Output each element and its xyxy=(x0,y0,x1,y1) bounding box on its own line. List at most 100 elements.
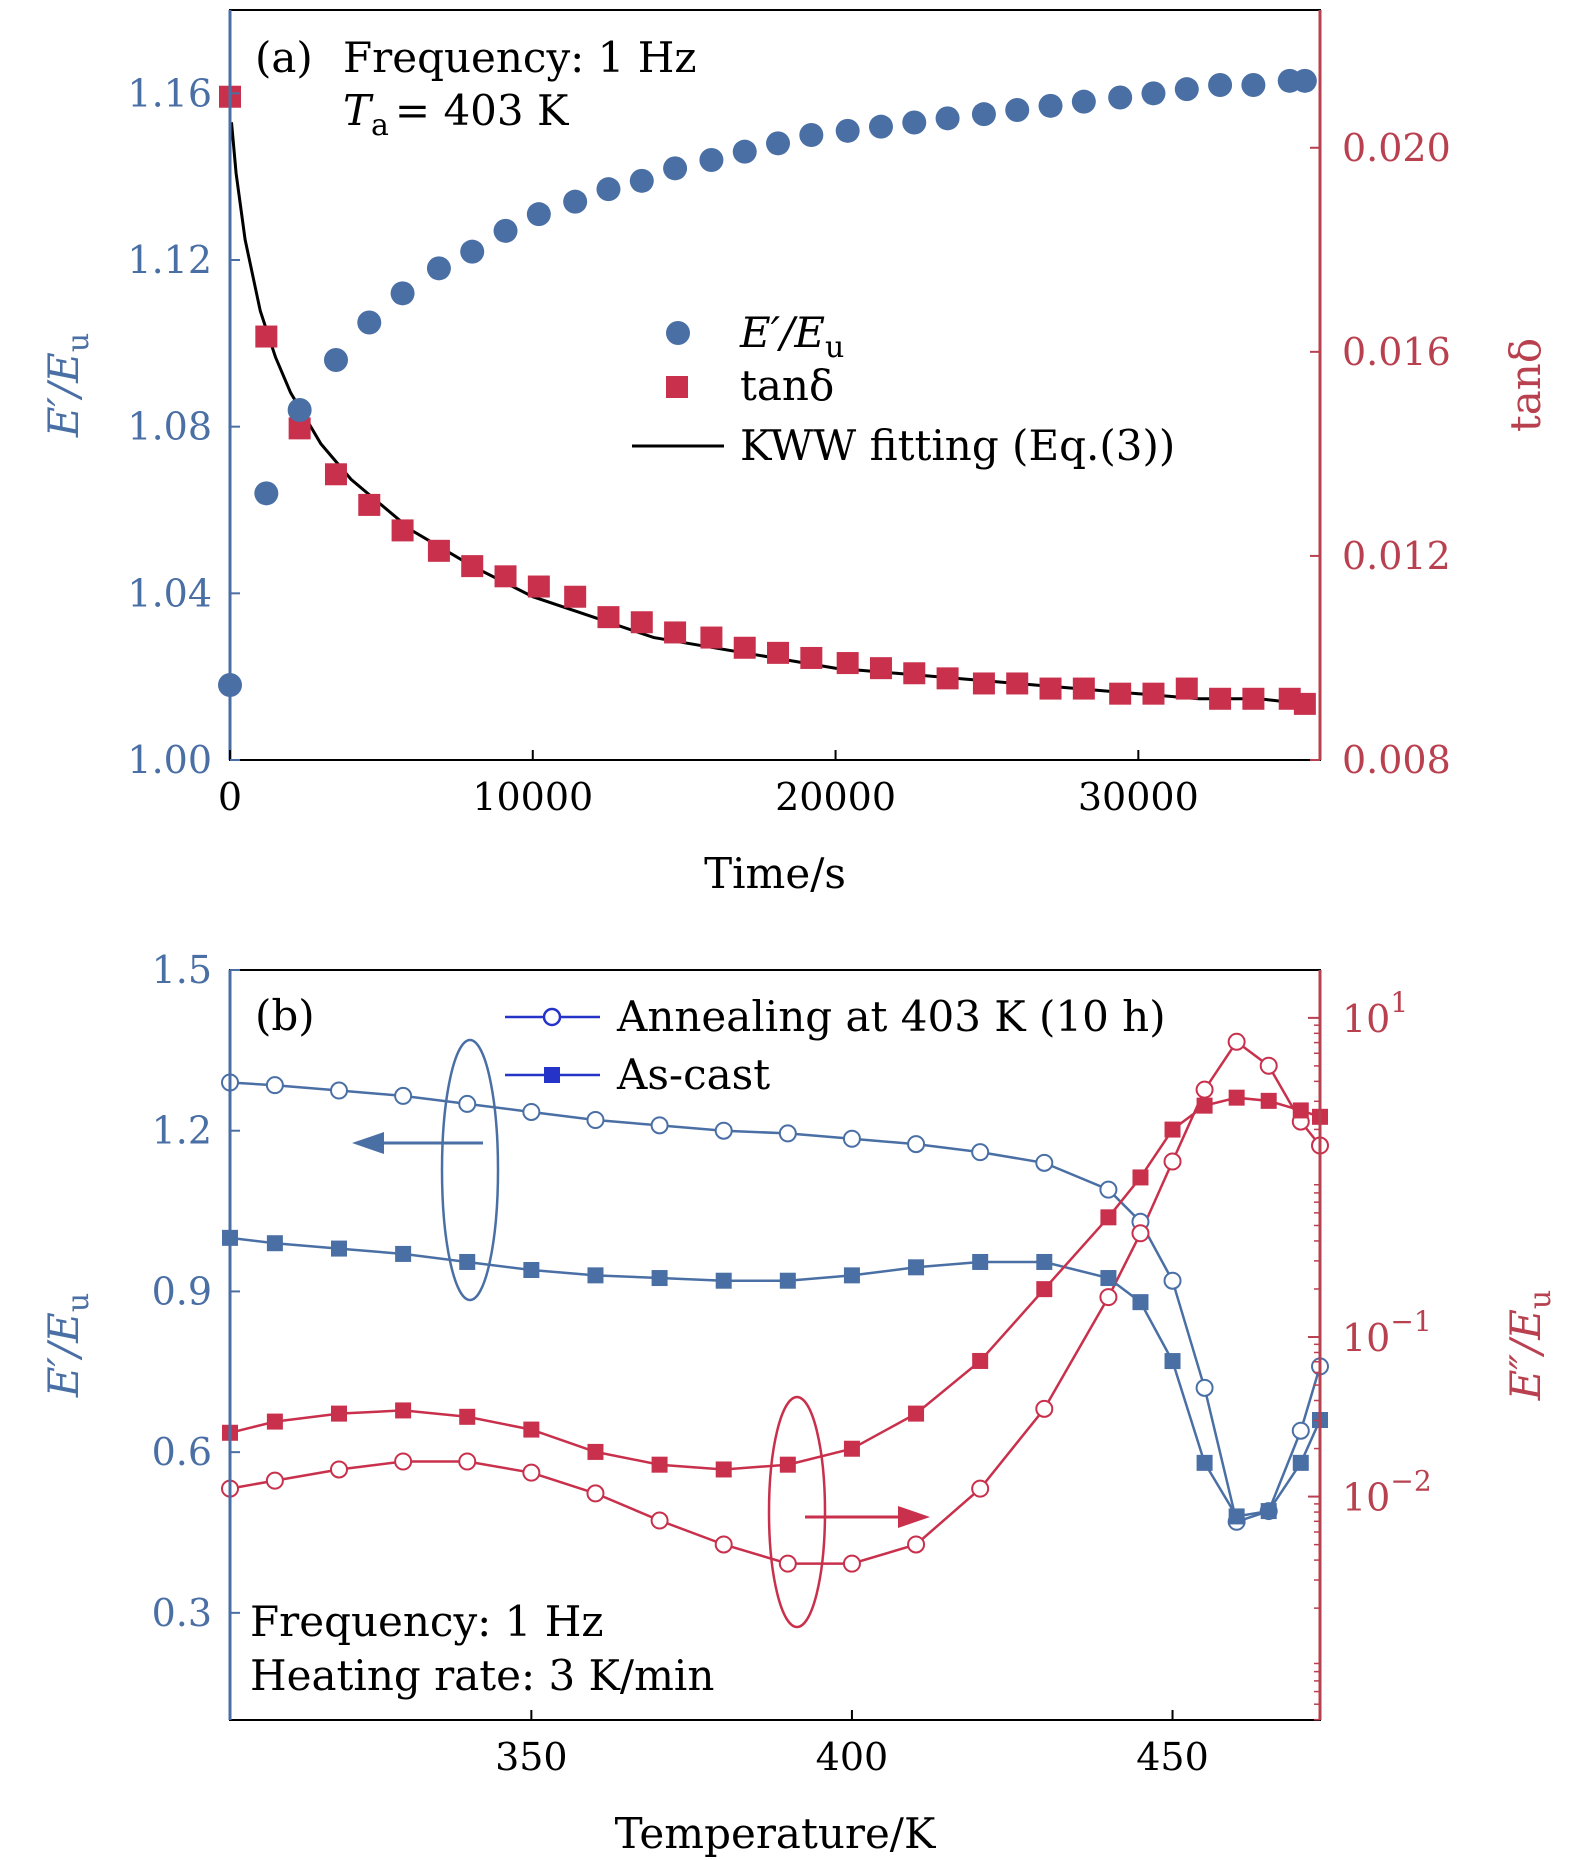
ellipse-left-group xyxy=(440,1038,500,1302)
ellipse-right-group xyxy=(767,1395,827,1629)
b-point-filled-square xyxy=(779,1272,796,1289)
b-point-open-circle xyxy=(522,1463,541,1482)
b-point-filled-square xyxy=(715,1461,732,1478)
panel-a: 0 10000 20000 30000 1.00 1.04 1.08 1.12 1.16 0.00… xyxy=(39,9,1550,898)
panel-a-xlabel: Time/s xyxy=(704,849,846,898)
b-point-filled-square xyxy=(459,1408,476,1425)
b-point-filled-square xyxy=(908,1405,925,1422)
b-point-filled-square xyxy=(459,1253,476,1270)
b-point-open-circle xyxy=(714,1535,733,1554)
b-point-open-circle xyxy=(650,1116,669,1135)
b-point-filled-square xyxy=(1228,1089,1245,1106)
b-ytick-right-label: 10−2 xyxy=(1342,1465,1432,1520)
a-tand-point xyxy=(836,652,859,675)
b-point-filled-square xyxy=(1164,1121,1181,1138)
panel-b-label: (b) xyxy=(255,991,315,1040)
panel-b-xlabel: Temperature/K xyxy=(615,1809,937,1858)
a-eprime-point xyxy=(902,110,927,135)
b-point-open-circle xyxy=(971,1143,990,1162)
b-series-line-1 xyxy=(229,1236,1322,1518)
a-ytick-right-label: 0.012 xyxy=(1342,534,1451,578)
b-point-open-circle xyxy=(842,1554,861,1573)
b-point-filled-square xyxy=(587,1443,604,1460)
a-eprime-point xyxy=(1005,98,1030,122)
a-tand-point xyxy=(358,493,381,516)
b-point-filled-square xyxy=(395,1245,412,1262)
b-point-filled-square xyxy=(779,1456,796,1473)
b-lines-layer xyxy=(229,1040,1322,1565)
a-eprime-point xyxy=(732,139,757,164)
b-point-open-circle xyxy=(1259,1056,1278,1075)
b-xtick-label: 450 xyxy=(1136,1735,1209,1779)
a-eprime-point xyxy=(868,114,893,139)
a-eprime-point xyxy=(254,481,279,506)
a-tand-point xyxy=(494,565,517,588)
a-tand-point xyxy=(1175,677,1198,700)
b-point-filled-square xyxy=(331,1240,347,1257)
a-ytick-left-label: 1.04 xyxy=(127,571,212,615)
a-tand-point xyxy=(427,539,450,562)
b-point-filled-square xyxy=(1036,1253,1053,1270)
a-tand-point xyxy=(288,417,311,440)
b-ytick-left-label: 0.9 xyxy=(152,1269,212,1313)
b-ytick-left-label: 1.2 xyxy=(152,1109,212,1153)
a-eprime-point xyxy=(1174,77,1199,102)
a-tand-point xyxy=(767,641,790,664)
b-ytick-left-label: 0.3 xyxy=(152,1591,212,1635)
a-tand-point xyxy=(597,606,620,629)
panel-b-ylabel-left: E′/Eu xyxy=(39,1293,96,1398)
b-ytick-right-label: 101 xyxy=(1342,986,1408,1041)
b-point-open-circle xyxy=(1035,1153,1054,1172)
a-eprime-point xyxy=(835,118,860,143)
b-point-filled-square xyxy=(972,1253,989,1270)
b-point-filled-square xyxy=(1164,1353,1181,1370)
a-eprime-point xyxy=(1071,89,1096,114)
a-eprime-point xyxy=(663,156,688,181)
b-point-open-circle xyxy=(1131,1224,1150,1243)
a-tand-point xyxy=(936,667,959,690)
legend-b-marker-ascast xyxy=(544,1067,560,1083)
panel-a-ylabel-left: E′/Eu xyxy=(39,333,96,438)
b-point-filled-square xyxy=(1100,1209,1117,1226)
b-point-open-circle xyxy=(586,1484,605,1503)
a-tand-point xyxy=(800,646,823,669)
b-point-filled-square xyxy=(266,1413,283,1430)
b-point-filled-square xyxy=(331,1405,347,1422)
ta-symbol: T xyxy=(343,86,374,135)
a-kww-fit-line xyxy=(230,122,1306,706)
b-point-filled-square xyxy=(523,1421,540,1438)
b-point-open-circle xyxy=(1195,1378,1214,1397)
arrow-left-head xyxy=(352,1132,384,1154)
b-point-open-circle xyxy=(778,1124,797,1143)
a-eprime-point xyxy=(1241,73,1266,97)
b-point-filled-square xyxy=(1100,1270,1117,1287)
b-point-open-circle xyxy=(458,1094,477,1113)
b-point-filled-square xyxy=(651,1456,668,1473)
a-fit-layer xyxy=(230,122,1306,706)
svg-text:(a): (a) xyxy=(255,33,313,82)
b-point-open-circle xyxy=(778,1554,797,1573)
b-point-filled-square xyxy=(1132,1169,1149,1186)
panel-a-ylabel-right: tanδ xyxy=(1501,338,1550,432)
a-eprime-point xyxy=(1141,81,1166,106)
a-eprime-point xyxy=(629,168,654,193)
a-eprime-point xyxy=(460,239,485,264)
a-marks-layer xyxy=(218,68,1317,715)
a-eprime-point xyxy=(390,281,415,306)
b-point-open-circle xyxy=(907,1535,926,1554)
b-point-filled-square xyxy=(908,1259,925,1276)
b-point-open-circle xyxy=(1099,1180,1118,1199)
b-point-filled-square xyxy=(972,1352,989,1369)
b-point-open-circle xyxy=(394,1452,413,1471)
a-ytick-right-label: 0.016 xyxy=(1342,330,1451,374)
a-tand-point xyxy=(664,621,687,644)
b-point-filled-square xyxy=(1196,1097,1213,1114)
a-xtick-label: 20000 xyxy=(775,775,896,819)
legend-b-entry-annealed: Annealing at 403 K (10 h) xyxy=(616,992,1166,1041)
a-eprime-point xyxy=(287,398,312,422)
b-point-filled-square xyxy=(266,1235,283,1252)
b-point-open-circle xyxy=(586,1111,605,1129)
a-eprime-point xyxy=(526,202,551,227)
b-marks-layer xyxy=(221,1032,1329,1573)
